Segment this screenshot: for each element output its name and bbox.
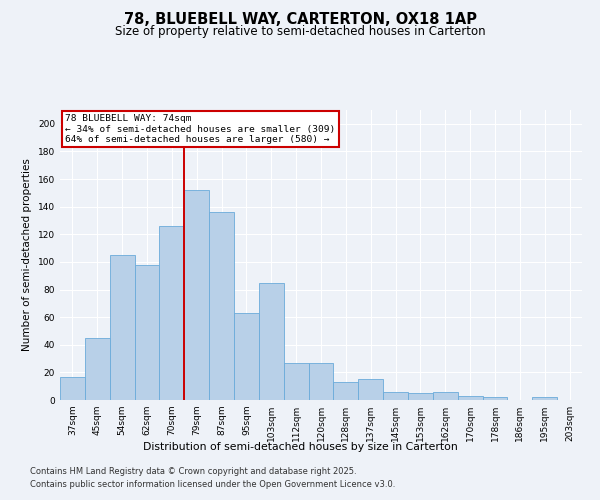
Bar: [433, 392, 458, 400]
Text: Size of property relative to semi-detached houses in Carterton: Size of property relative to semi-detach…: [115, 25, 485, 38]
Text: Distribution of semi-detached houses by size in Carterton: Distribution of semi-detached houses by …: [143, 442, 457, 452]
Bar: [308, 362, 334, 400]
Y-axis label: Number of semi-detached properties: Number of semi-detached properties: [22, 158, 32, 352]
Bar: [184, 190, 209, 400]
Bar: [458, 396, 482, 400]
Text: Contains HM Land Registry data © Crown copyright and database right 2025.: Contains HM Land Registry data © Crown c…: [30, 467, 356, 476]
Bar: [284, 362, 308, 400]
Bar: [532, 397, 557, 400]
Bar: [334, 382, 358, 400]
Bar: [110, 255, 134, 400]
Bar: [408, 393, 433, 400]
Text: Contains public sector information licensed under the Open Government Licence v3: Contains public sector information licen…: [30, 480, 395, 489]
Bar: [134, 264, 160, 400]
Bar: [209, 212, 234, 400]
Bar: [482, 397, 508, 400]
Bar: [160, 226, 184, 400]
Bar: [358, 380, 383, 400]
Text: 78, BLUEBELL WAY, CARTERTON, OX18 1AP: 78, BLUEBELL WAY, CARTERTON, OX18 1AP: [124, 12, 476, 28]
Bar: [259, 282, 284, 400]
Bar: [60, 376, 85, 400]
Bar: [85, 338, 110, 400]
Bar: [383, 392, 408, 400]
Text: 78 BLUEBELL WAY: 74sqm
← 34% of semi-detached houses are smaller (309)
64% of se: 78 BLUEBELL WAY: 74sqm ← 34% of semi-det…: [65, 114, 335, 144]
Bar: [234, 313, 259, 400]
